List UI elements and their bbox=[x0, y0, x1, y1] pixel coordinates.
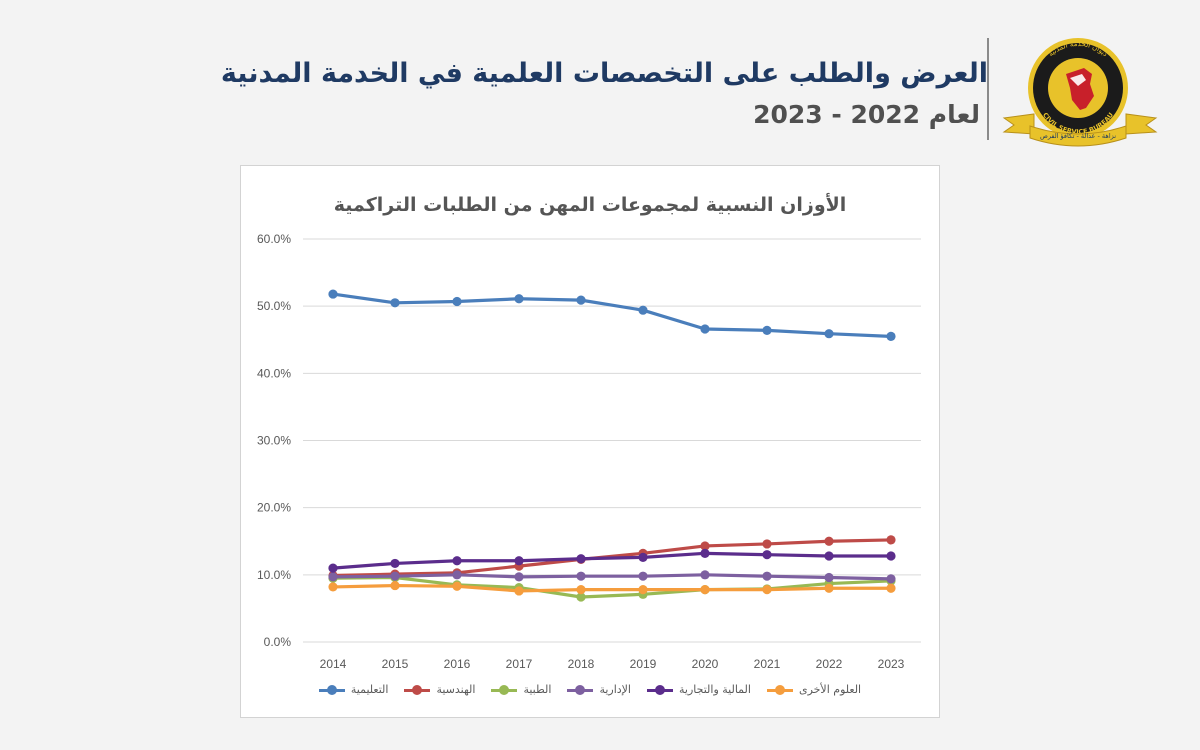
data-point bbox=[762, 585, 772, 595]
legend-swatch bbox=[766, 684, 793, 695]
data-point bbox=[328, 289, 338, 299]
data-point bbox=[576, 295, 586, 305]
y-tick-label: 60.0% bbox=[257, 232, 291, 246]
y-tick-label: 30.0% bbox=[257, 434, 291, 448]
logo-jordan-map-highlight bbox=[1070, 74, 1086, 86]
page-subtitle: لعام 2022 - 2023 bbox=[753, 100, 980, 129]
page-title: العرض والطلب على التخصصات العلمية في الخ… bbox=[220, 58, 988, 89]
legend-swatch bbox=[491, 684, 518, 695]
data-point bbox=[452, 570, 462, 580]
data-point bbox=[390, 558, 400, 569]
x-tick-label: 2016 bbox=[444, 657, 471, 671]
legend-label: الإدارية bbox=[599, 683, 631, 696]
series-line-5 bbox=[331, 583, 893, 593]
x-tick-label: 2015 bbox=[382, 657, 409, 671]
data-point bbox=[824, 329, 834, 339]
data-point bbox=[452, 556, 462, 566]
data-point bbox=[824, 536, 834, 546]
y-tick-label: 0.0% bbox=[264, 635, 292, 649]
series-line-1 bbox=[331, 538, 893, 578]
data-point bbox=[886, 574, 896, 584]
chart-title: الأوزان النسبية لمجموعات المهن من الطلبا… bbox=[333, 194, 847, 216]
header-divider bbox=[987, 38, 989, 140]
logo-ribbon-text: نزاهة - عدالة - تكافؤ الفرص bbox=[1040, 132, 1116, 140]
data-point bbox=[638, 585, 648, 595]
data-point bbox=[452, 581, 462, 591]
data-point bbox=[886, 331, 896, 341]
legend-label: التعليمية bbox=[350, 683, 389, 696]
line-chart: 0.0% 10.0% 20.0% 30.0% 40.0% 50.0% 60.0% 2014 20… bbox=[257, 232, 921, 671]
data-point bbox=[700, 541, 710, 551]
legend-swatch bbox=[567, 684, 594, 695]
data-point bbox=[576, 571, 586, 581]
data-point bbox=[390, 298, 400, 308]
logo-ribbon-right bbox=[1125, 113, 1158, 135]
data-point bbox=[328, 582, 338, 592]
data-point bbox=[700, 548, 710, 558]
legend-label: الطبية bbox=[523, 683, 552, 696]
data-point bbox=[514, 586, 524, 596]
data-point bbox=[638, 305, 648, 315]
x-tick-label: 2023 bbox=[878, 657, 905, 671]
y-tick-label: 10.0% bbox=[257, 568, 291, 582]
data-point bbox=[824, 551, 834, 561]
series-line-3 bbox=[331, 573, 893, 581]
x-tick-label: 2018 bbox=[568, 657, 595, 671]
data-point bbox=[638, 552, 648, 562]
legend-label: الهندسية bbox=[436, 683, 476, 696]
data-point bbox=[700, 570, 710, 580]
data-point bbox=[328, 563, 338, 573]
data-point bbox=[390, 580, 400, 591]
data-point bbox=[700, 585, 710, 595]
data-point bbox=[576, 592, 586, 602]
logo-ribbon-center bbox=[1029, 125, 1127, 147]
data-point bbox=[452, 296, 462, 307]
x-tick-label: 2020 bbox=[692, 657, 719, 671]
x-tick-label: 2017 bbox=[506, 657, 533, 671]
legend-swatch bbox=[647, 684, 673, 695]
legend-item: العلوم الأخرى bbox=[766, 683, 862, 696]
legend-swatch bbox=[318, 684, 345, 695]
chart-card: الأوزان النسبية لمجموعات المهن من الطلبا… bbox=[240, 165, 940, 718]
legend-label: المالية والتجارية bbox=[679, 683, 751, 696]
data-point bbox=[762, 539, 772, 549]
civil-service-bureau-logo: ديوان الخدمة المدنية CIVIL SERVICE BUREA… bbox=[1002, 38, 1158, 147]
data-point bbox=[886, 535, 896, 545]
legend-item: الإدارية bbox=[567, 683, 631, 696]
legend-label: العلوم الأخرى bbox=[798, 683, 862, 696]
data-point bbox=[886, 583, 896, 593]
y-tick-label: 40.0% bbox=[257, 366, 291, 380]
series-line-0 bbox=[331, 292, 893, 338]
y-tick-label: 50.0% bbox=[257, 299, 291, 313]
legend-item: التعليمية bbox=[318, 683, 389, 696]
series-line-2 bbox=[331, 575, 893, 599]
data-point bbox=[514, 572, 524, 582]
data-point bbox=[762, 550, 772, 560]
data-point bbox=[638, 571, 648, 581]
data-point bbox=[390, 571, 400, 581]
series-line-4 bbox=[331, 551, 893, 570]
legend-item: الهندسية bbox=[404, 683, 475, 696]
data-point bbox=[576, 554, 586, 564]
y-tick-label: 20.0% bbox=[257, 501, 291, 515]
legend-item: المالية والتجارية bbox=[647, 683, 751, 696]
data-point bbox=[514, 556, 524, 566]
data-point bbox=[762, 325, 772, 335]
x-tick-label: 2021 bbox=[754, 657, 781, 671]
x-tick-label: 2022 bbox=[816, 657, 843, 671]
data-point bbox=[886, 551, 896, 561]
chart-legend: التعليمية الهندسية الطبية الإدارية المالية و… bbox=[241, 683, 939, 696]
data-point bbox=[762, 571, 772, 581]
legend-item: الطبية bbox=[491, 683, 551, 696]
data-point bbox=[514, 294, 524, 304]
data-point bbox=[824, 572, 834, 583]
data-point bbox=[576, 585, 586, 595]
data-point bbox=[700, 324, 710, 334]
data-point bbox=[328, 572, 338, 582]
logo-ribbon-left bbox=[1002, 113, 1035, 135]
x-tick-label: 2019 bbox=[630, 657, 657, 671]
legend-swatch bbox=[404, 684, 431, 695]
data-point bbox=[824, 583, 834, 593]
x-tick-label: 2014 bbox=[320, 657, 347, 671]
